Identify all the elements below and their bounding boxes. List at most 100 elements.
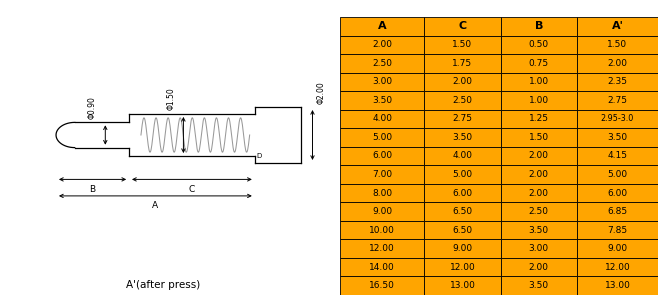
Bar: [501, 258, 577, 277]
Text: 3.50: 3.50: [372, 96, 392, 105]
Bar: [501, 73, 577, 91]
Text: 13.00: 13.00: [450, 281, 476, 290]
Text: 1.50: 1.50: [607, 40, 627, 49]
Bar: [501, 221, 577, 239]
Bar: [577, 73, 658, 91]
Text: A: A: [378, 21, 386, 31]
Text: 2.00: 2.00: [452, 77, 472, 86]
Text: Φ2.00: Φ2.00: [316, 81, 326, 104]
Text: 6.00: 6.00: [372, 152, 392, 160]
Text: 3.00: 3.00: [372, 77, 392, 86]
Bar: [501, 277, 577, 295]
Bar: [501, 54, 577, 73]
Text: 3.50: 3.50: [452, 133, 472, 142]
Text: 2.35: 2.35: [607, 77, 627, 86]
Text: 12.00: 12.00: [369, 244, 395, 253]
Bar: [340, 258, 424, 277]
Bar: [501, 202, 577, 221]
Text: 9.00: 9.00: [452, 244, 472, 253]
Text: 4.00: 4.00: [452, 152, 472, 160]
Text: 2.75: 2.75: [452, 114, 472, 123]
Text: 4.00: 4.00: [372, 114, 392, 123]
Bar: [501, 128, 577, 147]
Bar: [340, 17, 424, 35]
Bar: [577, 147, 658, 165]
Text: 2.00: 2.00: [607, 59, 627, 68]
Text: 2.00: 2.00: [529, 189, 549, 198]
Text: 2.00: 2.00: [529, 152, 549, 160]
Text: C: C: [458, 21, 466, 31]
Text: Φ1.50: Φ1.50: [167, 88, 176, 110]
Text: 3.50: 3.50: [607, 133, 627, 142]
Text: D: D: [256, 153, 262, 159]
Text: 7.85: 7.85: [607, 226, 627, 235]
Text: 2.00: 2.00: [529, 263, 549, 272]
Bar: [424, 73, 501, 91]
Text: 1.50: 1.50: [529, 133, 549, 142]
Text: A: A: [153, 201, 159, 210]
Bar: [340, 35, 424, 54]
Bar: [424, 54, 501, 73]
Text: A': A': [611, 21, 623, 31]
Bar: [424, 35, 501, 54]
Text: 3.00: 3.00: [529, 244, 549, 253]
Text: 6.50: 6.50: [452, 226, 472, 235]
Text: 0.50: 0.50: [529, 40, 549, 49]
Text: 14.00: 14.00: [369, 263, 395, 272]
Text: 13.00: 13.00: [605, 281, 631, 290]
Text: 2.75: 2.75: [607, 96, 627, 105]
Text: Φ0.90: Φ0.90: [88, 96, 97, 119]
Text: C: C: [188, 185, 195, 194]
Text: 5.00: 5.00: [452, 170, 472, 179]
Text: 2.50: 2.50: [529, 207, 549, 216]
Text: 1.00: 1.00: [529, 77, 549, 86]
Bar: [577, 239, 658, 258]
Text: 8.00: 8.00: [372, 189, 392, 198]
Bar: [424, 17, 501, 35]
Bar: [340, 110, 424, 128]
Bar: [501, 239, 577, 258]
Bar: [501, 165, 577, 184]
Bar: [577, 165, 658, 184]
Text: 2.50: 2.50: [372, 59, 392, 68]
Text: 3.50: 3.50: [529, 226, 549, 235]
Bar: [501, 110, 577, 128]
Text: 1.75: 1.75: [452, 59, 472, 68]
Bar: [501, 147, 577, 165]
Text: 10.00: 10.00: [369, 226, 395, 235]
Bar: [577, 221, 658, 239]
Bar: [340, 202, 424, 221]
Text: 9.00: 9.00: [607, 244, 627, 253]
Text: B: B: [89, 185, 96, 194]
Text: 3.50: 3.50: [529, 281, 549, 290]
Bar: [340, 165, 424, 184]
Bar: [340, 277, 424, 295]
Bar: [577, 184, 658, 202]
Bar: [501, 17, 577, 35]
Text: 6.00: 6.00: [452, 189, 472, 198]
Bar: [577, 35, 658, 54]
Bar: [340, 147, 424, 165]
Text: B: B: [535, 21, 543, 31]
Bar: [501, 184, 577, 202]
Bar: [424, 91, 501, 110]
Text: A'(after press): A'(after press): [126, 280, 200, 290]
Text: 4.15: 4.15: [607, 152, 627, 160]
Bar: [424, 184, 501, 202]
Bar: [577, 277, 658, 295]
Text: 6.85: 6.85: [607, 207, 627, 216]
Bar: [424, 258, 501, 277]
Bar: [424, 147, 501, 165]
Bar: [501, 91, 577, 110]
Bar: [340, 54, 424, 73]
Bar: [577, 128, 658, 147]
Bar: [424, 128, 501, 147]
Text: 0.75: 0.75: [529, 59, 549, 68]
Bar: [424, 277, 501, 295]
Bar: [340, 239, 424, 258]
Text: 5.00: 5.00: [372, 133, 392, 142]
Text: 9.00: 9.00: [372, 207, 392, 216]
Text: 2.95-3.0: 2.95-3.0: [601, 114, 634, 123]
Text: 2.50: 2.50: [452, 96, 472, 105]
Bar: [577, 54, 658, 73]
